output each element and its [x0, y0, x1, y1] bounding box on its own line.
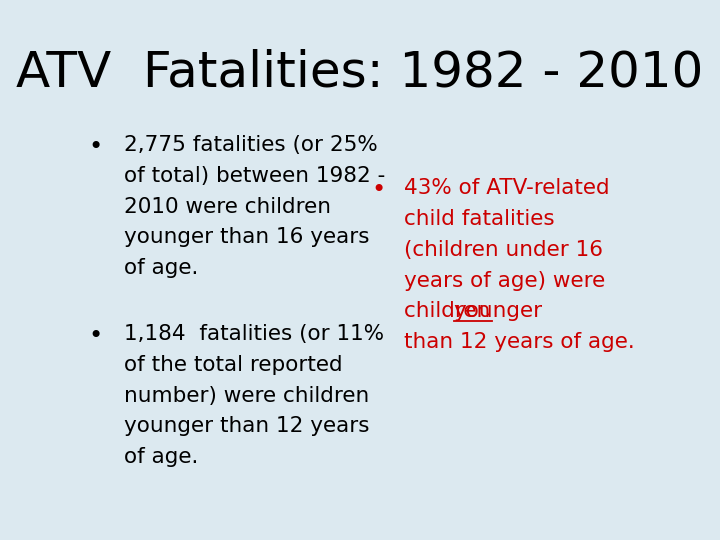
Text: 2010 were children: 2010 were children — [124, 197, 330, 217]
Text: younger than 12 years: younger than 12 years — [124, 416, 369, 436]
Text: of total) between 1982 -: of total) between 1982 - — [124, 166, 385, 186]
Text: of the total reported: of the total reported — [124, 355, 343, 375]
Text: children: children — [405, 301, 498, 321]
Text: 1,184  fatalities (or 11%: 1,184 fatalities (or 11% — [124, 324, 384, 344]
Text: of age.: of age. — [124, 258, 198, 278]
Text: number) were children: number) were children — [124, 386, 369, 406]
Text: (children under 16: (children under 16 — [405, 240, 603, 260]
Text: younger: younger — [454, 301, 543, 321]
Text: than 12 years of age.: than 12 years of age. — [405, 332, 635, 352]
Text: •: • — [89, 135, 102, 159]
Text: child fatalities: child fatalities — [405, 209, 555, 229]
Text: years of age) were: years of age) were — [405, 271, 606, 291]
Text: ATV  Fatalities: 1982 - 2010: ATV Fatalities: 1982 - 2010 — [17, 49, 703, 97]
Text: •: • — [372, 178, 386, 202]
Text: 2,775 fatalities (or 25%: 2,775 fatalities (or 25% — [124, 135, 377, 155]
Text: younger than 16 years: younger than 16 years — [124, 227, 369, 247]
Text: 43% of ATV-related: 43% of ATV-related — [405, 178, 610, 198]
Text: of age.: of age. — [124, 447, 198, 467]
Text: •: • — [89, 324, 102, 348]
